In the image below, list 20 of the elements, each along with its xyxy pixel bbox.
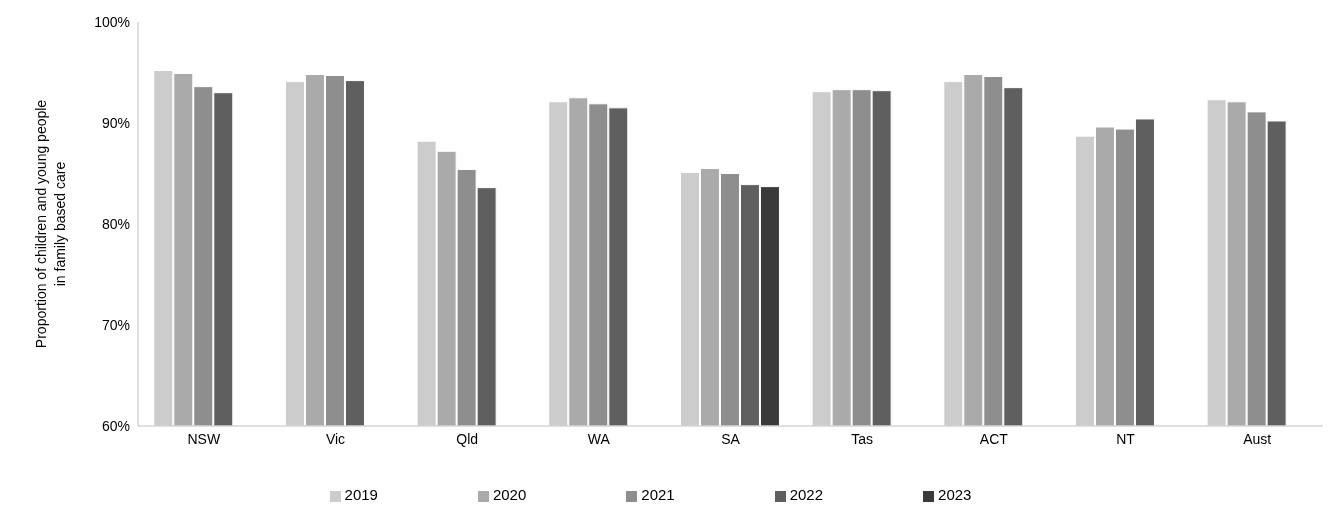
- x-tick-label: Tas: [851, 430, 874, 447]
- y-axis-title: Proportion of children and young people in family based care: [33, 99, 68, 349]
- legend-label: 2021: [641, 486, 675, 503]
- x-tick-label: WA: [587, 430, 611, 447]
- x-tick-label: SA: [721, 430, 741, 447]
- x-tick-label: Qld: [456, 430, 479, 447]
- legend-label: 2020: [492, 486, 527, 503]
- x-tick-label: NT: [1116, 430, 1136, 447]
- x-tick-label: ACT: [979, 430, 1009, 447]
- legend-label: 2023: [938, 486, 972, 503]
- y-tick-label: 80%: [101, 215, 130, 232]
- x-tick-label: NSW: [187, 430, 221, 447]
- y-tick-label: 60%: [101, 417, 130, 434]
- legend-label: 2019: [344, 486, 378, 503]
- y-tick-label: 100%: [94, 13, 130, 30]
- y-tick-label: 90%: [101, 114, 130, 131]
- x-tick-label: Vic: [325, 430, 346, 447]
- x-tick-label: Aust: [1243, 430, 1272, 447]
- y-tick-label: 70%: [101, 316, 130, 333]
- legend-label: 2022: [789, 486, 824, 503]
